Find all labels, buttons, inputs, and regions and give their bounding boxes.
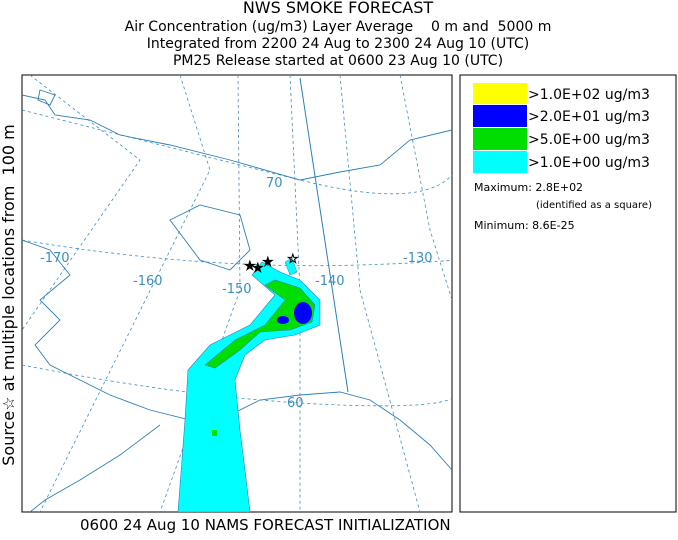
legend-swatch	[473, 105, 527, 127]
border	[299, 77, 349, 393]
graticule-label: -140	[315, 274, 345, 289]
graticule-label: 70	[266, 176, 283, 191]
parallel	[22, 239, 452, 267]
graticule-label: -130	[403, 251, 433, 266]
legend-label: >5.0E+00 ug/m3	[528, 132, 650, 148]
meridian	[399, 75, 452, 301]
source-star: ★	[262, 255, 274, 270]
sources: ★ ★ ★ ☆	[244, 252, 299, 277]
subtitle: Air Concentration (ug/m3) Layer Average …	[125, 19, 552, 35]
legend-label: >2.0E+01 ug/m3	[528, 109, 650, 125]
side-label: Source☆ at multiple locations from 100 m	[0, 124, 18, 466]
coastline	[22, 94, 452, 181]
legend-swatch	[473, 128, 527, 150]
legend-swatch	[473, 83, 527, 104]
legend-label: >1.0E+02 ug/m3	[528, 87, 650, 103]
source-star: ☆	[287, 252, 299, 267]
legend-label: >1.0E+00 ug/m3	[528, 155, 650, 171]
minimum: Minimum: 8.6E-25	[474, 219, 575, 232]
coastline	[22, 239, 452, 471]
coastline	[29, 424, 161, 512]
source-star: ★	[244, 259, 256, 274]
subtitle: PM25 Release started at 0600 23 Aug 10 (…	[173, 53, 503, 69]
meridian	[22, 75, 141, 331]
meridian	[39, 75, 211, 512]
legend-swatch	[473, 151, 527, 173]
graticule-label: 60	[287, 396, 304, 411]
title: NWS SMOKE FORECAST	[243, 0, 434, 17]
source-star: ★	[252, 261, 264, 276]
plume-high	[277, 316, 289, 324]
graticule-label: -170	[40, 251, 70, 266]
graticule-label: -160	[133, 274, 163, 289]
plume-mid	[212, 430, 217, 436]
plume-mid	[204, 279, 316, 369]
coastline	[37, 89, 251, 271]
maximum-note: (identified as a square)	[536, 200, 652, 211]
graticule-label: -150	[222, 282, 252, 297]
maximum: Maximum: 2.8E+02	[474, 181, 583, 194]
plume-high	[294, 302, 312, 324]
plume-low	[284, 257, 298, 276]
map: ★ ★ ★ ☆ -170 -160 -150 -140 -130 70 60	[21, 74, 453, 513]
footer: 0600 24 Aug 10 NAMS FORECAST INITIALIZAT…	[80, 516, 451, 534]
subtitle: Integrated from 2200 24 Aug to 2300 24 A…	[147, 36, 530, 52]
parallel	[22, 109, 452, 195]
